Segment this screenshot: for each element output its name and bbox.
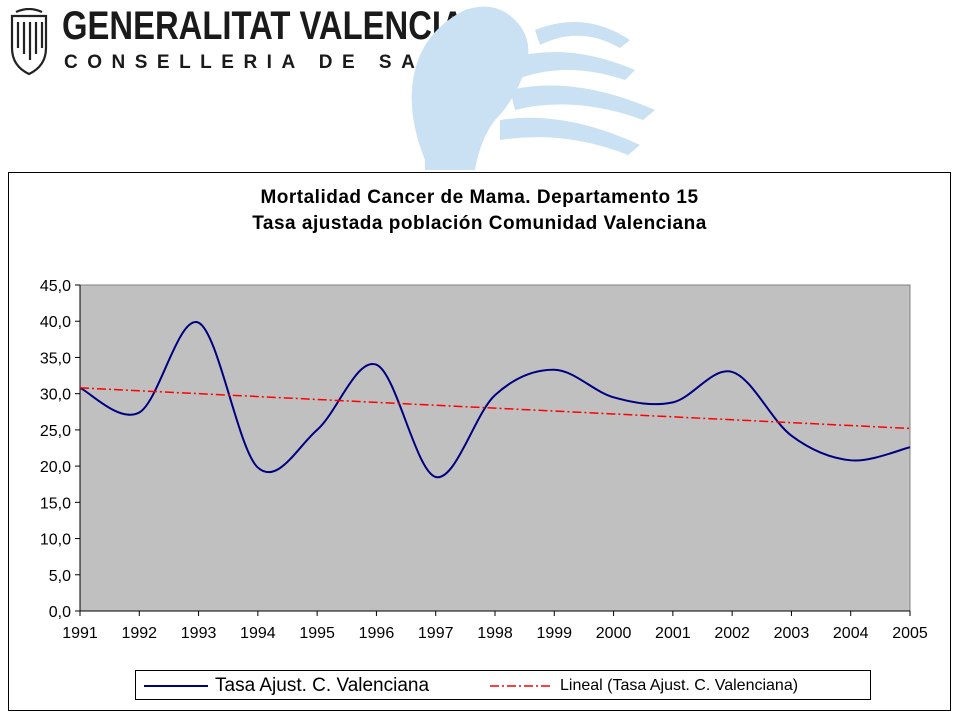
legend-series-label: Tasa Ajust. C. Valenciana — [215, 675, 430, 696]
y-tick-label: 30,0 — [40, 387, 71, 404]
legend-trend-label: Lineal (Tasa Ajust. C. Valenciana) — [560, 677, 799, 694]
x-tick-label: 1999 — [536, 625, 572, 642]
y-tick-label: 20,0 — [40, 459, 71, 476]
y-tick-label: 35,0 — [40, 350, 71, 367]
x-tick-label: 1997 — [418, 625, 454, 642]
series-line-lineal-trend — [79, 387, 911, 430]
x-tick-label: 1994 — [240, 625, 276, 642]
x-tick-label: 1993 — [181, 625, 217, 642]
chart-legend: Tasa Ajust. C. Valenciana Lineal (Tasa A… — [135, 670, 871, 700]
header: GENERALITAT VALENCIANA CONSELLERIA DE SA… — [0, 0, 960, 170]
x-tick-label: 1995 — [299, 625, 335, 642]
y-tick-label: 5,0 — [49, 568, 71, 585]
x-tick-label: 2001 — [655, 625, 691, 642]
x-tick-label: 1998 — [477, 625, 513, 642]
plot-area — [79, 284, 911, 612]
y-tick-label: 40,0 — [40, 314, 71, 331]
legend-trend-line-swatch — [490, 685, 552, 687]
x-tick-label: 1991 — [62, 625, 98, 642]
line-chart: 0,0 5,0 10,0 15,0 20,0 25,0 30,0 35,0 40,0 45,0 19… — [40, 278, 928, 642]
y-tick-label: 25,0 — [40, 423, 71, 440]
x-tick-label: 2003 — [774, 625, 810, 642]
y-tick-label: 45,0 — [40, 278, 71, 295]
chart-subtitle: Tasa ajustada población Comunidad Valenc… — [252, 213, 707, 234]
chart-frame: Mortalidad Cancer de Mama. Departamento … — [8, 172, 951, 711]
x-tick-label: 1996 — [359, 625, 395, 642]
x-tick-label: 2000 — [596, 625, 632, 642]
organization-subtitle: CONSELLERIA DE SANITAT — [64, 52, 525, 73]
chart-title: Mortalidad Cancer de Mama. Departamento … — [260, 187, 699, 208]
series-line-tasa-ajust — [79, 321, 911, 478]
x-tick-label: 1992 — [121, 625, 157, 642]
y-tick-label: 0,0 — [49, 604, 71, 621]
y-tick-label: 15,0 — [40, 495, 71, 512]
x-tick-label: 2002 — [714, 625, 750, 642]
x-tick-label: 2005 — [892, 625, 928, 642]
coat-of-arms-logo — [10, 8, 48, 76]
legend-solid-line-swatch — [144, 685, 208, 687]
y-tick-label: 10,0 — [40, 532, 71, 549]
x-tick-label: 2004 — [833, 625, 869, 642]
bat-emblem-watermark — [411, 6, 655, 170]
